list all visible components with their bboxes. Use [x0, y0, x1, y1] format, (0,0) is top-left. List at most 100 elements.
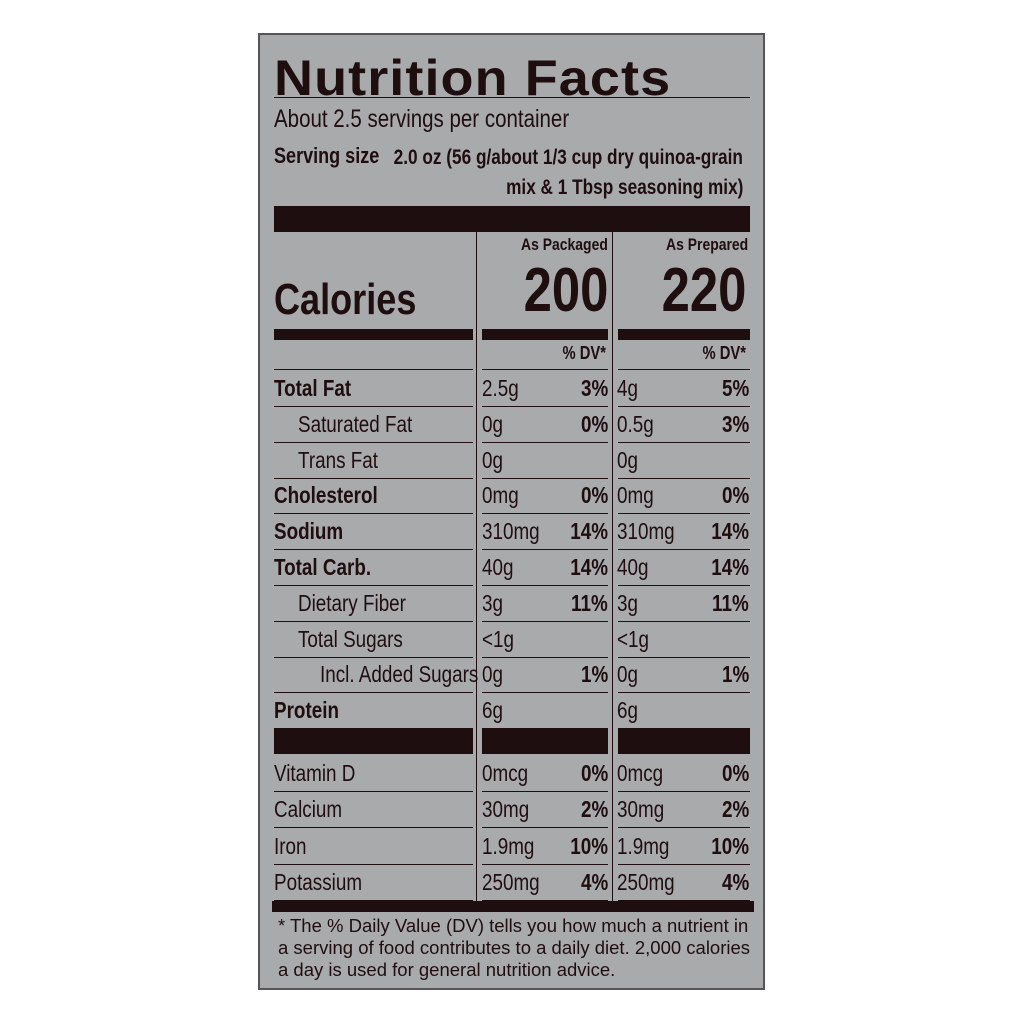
column-header-prepared: As Prepared	[616, 235, 748, 255]
packaged-dv-text: 1%	[580, 661, 608, 688]
packaged-amount: 1.9mg	[482, 833, 546, 860]
prepared-dv: 0%	[617, 760, 749, 787]
column-separator	[612, 232, 613, 902]
row-divider	[618, 827, 750, 829]
calories-value: 220	[661, 256, 746, 325]
row-divider	[482, 477, 608, 479]
column-separator	[476, 232, 477, 902]
prepared-amount: 0g	[617, 661, 643, 688]
packaged-dv-text: 0%	[580, 482, 608, 509]
nutrition-facts-label: Nutrition Facts About 2.5 servings per c…	[258, 33, 765, 990]
prepared-dv: 14%	[617, 518, 749, 545]
thick-bar	[618, 729, 750, 754]
prepared-amount-text: <1g	[617, 625, 649, 652]
nutrient-name: Dietary Fiber	[298, 590, 430, 617]
prepared-amount-text: 30mg	[617, 796, 665, 823]
row-divider	[274, 441, 473, 443]
row-divider	[482, 728, 608, 730]
nutrient-name-text: Sodium	[274, 518, 344, 545]
packaged-dv-text: 4%	[580, 868, 608, 895]
calories-label: Calories	[274, 275, 448, 325]
prepared-dv	[617, 626, 749, 653]
packaged-amount-text: 0mg	[482, 482, 519, 509]
prepared-amount-text: 0mcg	[617, 760, 664, 786]
packaged-amount-text: 6g	[482, 697, 503, 724]
row-divider	[274, 692, 473, 694]
row-divider	[482, 863, 608, 865]
nutrient-name-text: Trans Fat	[298, 446, 379, 473]
prepared-amount: 1.9mg	[617, 833, 681, 860]
prepared-amount-text: 0g	[617, 446, 638, 473]
row-divider	[274, 899, 473, 901]
nutrient-row: Incl. Added Sugars 0g 1% 0g 1%	[260, 657, 767, 693]
packaged-dv-text: 14%	[570, 554, 608, 580]
packaged-dv-text: 10%	[570, 832, 608, 859]
prepared-amount-text: 0mg	[617, 482, 654, 509]
row-divider	[274, 513, 473, 515]
packaged-amount: 2.5g	[482, 375, 527, 402]
row-divider	[618, 728, 750, 730]
prepared-amount: 40g	[617, 554, 655, 581]
packaged-amount: 250mg	[482, 869, 552, 896]
packaged-amount-text: 40g	[482, 554, 514, 580]
row-divider	[482, 692, 608, 694]
thick-bar	[274, 729, 473, 754]
nutrient-row: Sodium 310mg 14% 310mg 14%	[260, 514, 767, 550]
nutrient-name: Sodium	[274, 518, 358, 545]
packaged-amount: 0g	[482, 447, 508, 474]
prepared-amount: 30mg	[617, 796, 675, 823]
row-divider	[482, 406, 608, 407]
prepared-amount-text: 40g	[617, 554, 649, 580]
nutrient-name-text: Protein	[274, 697, 339, 724]
prepared-amount-text: 1.9mg	[617, 832, 670, 859]
row-divider	[618, 585, 750, 586]
nutrient-name-text: Cholesterol	[274, 482, 378, 509]
packaged-dv-text: 2%	[580, 796, 608, 823]
prepared-amount-text: 310mg	[617, 518, 675, 545]
nutrient-name-text: Incl. Added Sugars	[320, 661, 479, 688]
packaged-dv	[482, 697, 608, 724]
vitamin-row: Vitamin D 0mcg 0% 0mcg 0%	[260, 756, 767, 792]
prepared-dv: 4%	[617, 869, 749, 896]
row-divider	[618, 369, 750, 370]
row-divider	[274, 827, 473, 829]
packaged-amount: <1g	[482, 626, 521, 653]
packaged-dv-text: 3%	[580, 375, 608, 401]
packaged-amount: 310mg	[482, 518, 552, 545]
prepared-amount: 6g	[617, 697, 643, 724]
packaged-amount-text: 1.9mg	[482, 832, 535, 859]
calories-value: 200	[523, 256, 608, 325]
nutrient-name: Potassium	[274, 869, 381, 896]
serving-size-label-text: Serving size	[274, 143, 380, 168]
prepared-amount-text: 4g	[617, 375, 638, 401]
row-divider	[618, 477, 750, 479]
row-divider	[618, 899, 750, 901]
row-divider	[482, 549, 608, 551]
packaged-dv: 4%	[482, 869, 608, 896]
nutrient-row: Total Fat 2.5g 3% 4g 5%	[260, 371, 767, 407]
prepared-dv: 5%	[617, 375, 749, 402]
packaged-dv	[482, 626, 608, 653]
prepared-dv	[617, 447, 749, 474]
row-divider	[482, 369, 608, 370]
nutrient-name: Calcium	[274, 796, 357, 823]
prepared-amount-text: 0g	[617, 661, 638, 688]
prepared-dv: 2%	[617, 796, 749, 823]
row-divider	[274, 791, 473, 792]
packaged-amount: 0g	[482, 661, 508, 688]
nutrient-row: Saturated Fat 0g 0% 0.5g 3%	[260, 407, 767, 443]
label-title: Nutrition Facts	[274, 50, 672, 106]
medium-bar	[482, 329, 608, 340]
column-header-packaged: As Packaged	[480, 235, 608, 255]
row-divider	[618, 656, 750, 658]
prepared-amount: 250mg	[617, 869, 687, 896]
packaged-amount: 30mg	[482, 796, 540, 823]
row-divider	[482, 441, 608, 443]
nutrient-name-text: Total Sugars	[298, 625, 403, 652]
row-divider	[482, 513, 608, 515]
packaged-amount: 6g	[482, 697, 508, 724]
prepared-amount: 310mg	[617, 518, 687, 545]
prepared-dv-text: 4%	[721, 868, 749, 895]
prepared-dv-text: 10%	[711, 832, 749, 859]
nutrient-name: Trans Fat	[298, 447, 396, 474]
